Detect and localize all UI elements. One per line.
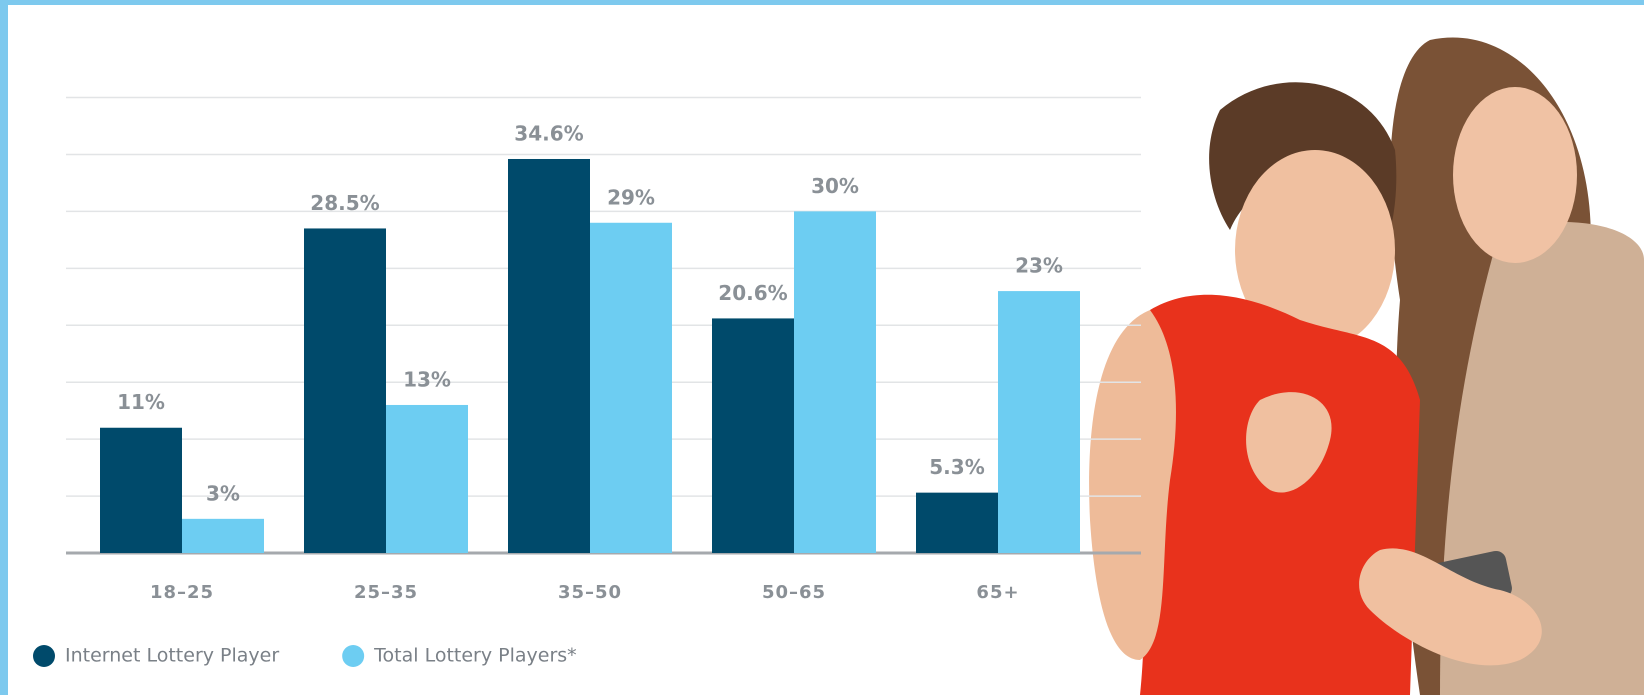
value-label: 34.6% [514, 121, 583, 145]
value-label: 11% [117, 390, 165, 414]
bar [916, 493, 998, 553]
value-label: 5.3% [929, 455, 984, 479]
legend-label: Total Lottery Players* [373, 645, 577, 667]
value-label: 30% [811, 174, 859, 198]
face-right [1453, 87, 1577, 263]
value-label: 3% [206, 481, 240, 505]
value-label: 20.6% [718, 281, 787, 305]
bar [100, 428, 182, 553]
dress [1140, 295, 1420, 695]
bar [998, 291, 1080, 553]
page: 18–25 11% 3% 25–35 28.5% 13% 35–50 34.6% 29% 50–6… [0, 0, 1644, 695]
frame-top [0, 0, 1644, 5]
photo [1085, 20, 1644, 695]
value-label: 13% [403, 367, 451, 391]
bar [386, 405, 468, 553]
bar [794, 211, 876, 553]
bar [508, 159, 590, 553]
legend-marker [342, 645, 364, 667]
legend-marker [33, 645, 55, 667]
x-tick-label: 35–50 [558, 582, 622, 603]
bar [182, 519, 264, 553]
bar [590, 223, 672, 553]
value-label: 29% [607, 185, 655, 209]
frame-left [0, 0, 8, 695]
x-tick-label: 25–35 [354, 582, 418, 603]
x-tick-label: 50–65 [762, 582, 826, 603]
x-tick-label: 65+ [976, 582, 1019, 603]
legend-label: Internet Lottery Player [65, 645, 279, 667]
bar [712, 318, 794, 553]
value-label: 28.5% [310, 191, 379, 215]
value-label: 23% [1015, 254, 1063, 278]
bar [304, 228, 386, 553]
x-tick-label: 18–25 [150, 582, 214, 603]
chart: 18–25 11% 3% 25–35 28.5% 13% 35–50 34.6% 29% 50–6… [0, 0, 1644, 695]
